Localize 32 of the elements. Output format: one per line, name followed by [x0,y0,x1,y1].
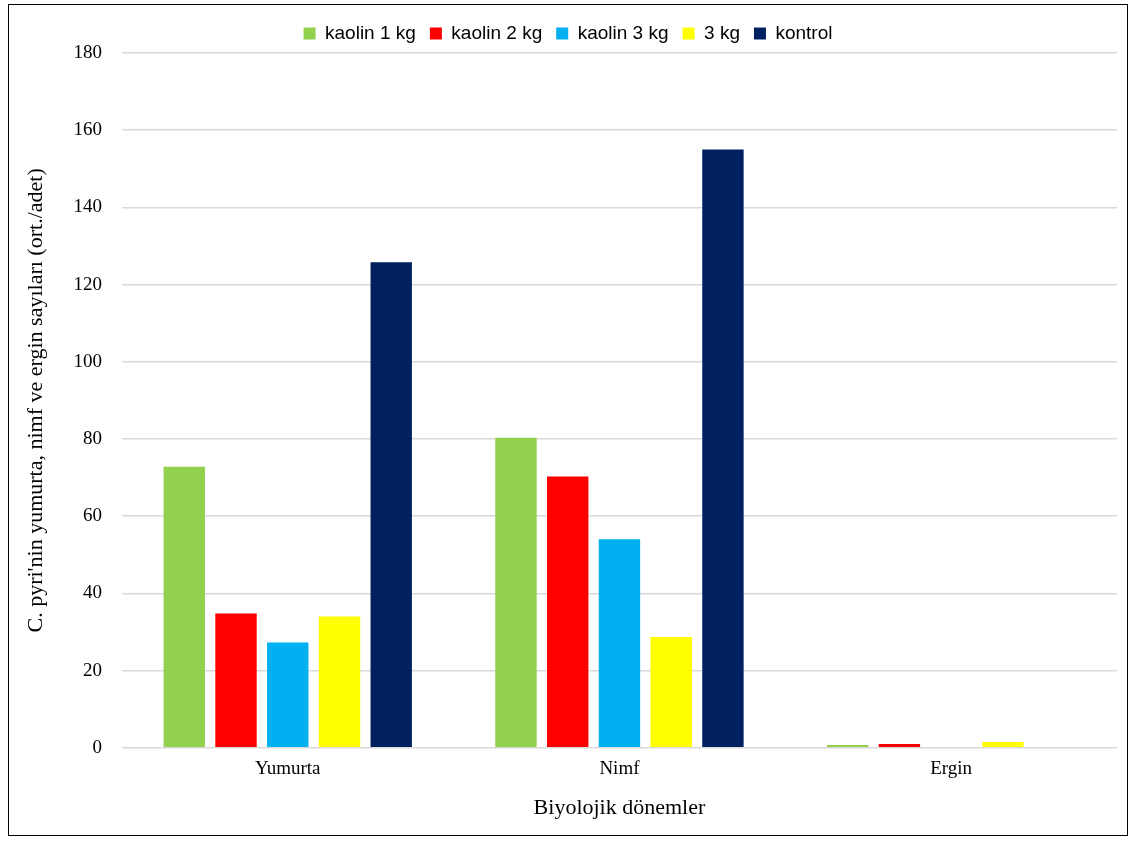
bar [163,466,205,748]
y-tick-label: 60 [82,504,102,526]
y-axis-title: C. pyri'nin yumurta, nimf ve ergin sayıları (ort./adet) [21,168,47,633]
y-tick-label: 140 [73,195,102,217]
bar [878,743,921,748]
bar [318,616,361,748]
legend-label: 3 kg [704,21,740,43]
bar [547,476,589,748]
y-tick-label: 40 [82,581,102,603]
x-axis-title: Biyolojik dönemler [533,793,706,819]
bar [215,613,257,748]
bar [370,262,412,748]
bar [267,642,309,748]
bar [702,149,744,748]
y-tick-label: 160 [73,118,102,140]
bar [650,637,692,748]
legend-label: kaolin 3 kg [577,21,669,43]
bar [982,742,1024,748]
legend-label: kaolin 1 kg [325,21,416,43]
y-tick-label: 20 [82,658,102,680]
bar [495,437,537,748]
legend-label: kaolin 2 kg [451,21,543,43]
x-tick-label: Nimf [599,757,641,779]
legend-label: kontrol [775,21,833,43]
x-tick-label: Ergin [930,757,973,779]
y-tick-label: 180 [73,40,102,62]
x-tick-label: Yumurta [255,757,322,779]
y-tick-label: 120 [73,272,102,294]
bar [598,539,641,748]
y-tick-label: 80 [82,426,102,448]
y-tick-label: 0 [92,735,102,757]
y-tick-label: 100 [73,349,102,371]
